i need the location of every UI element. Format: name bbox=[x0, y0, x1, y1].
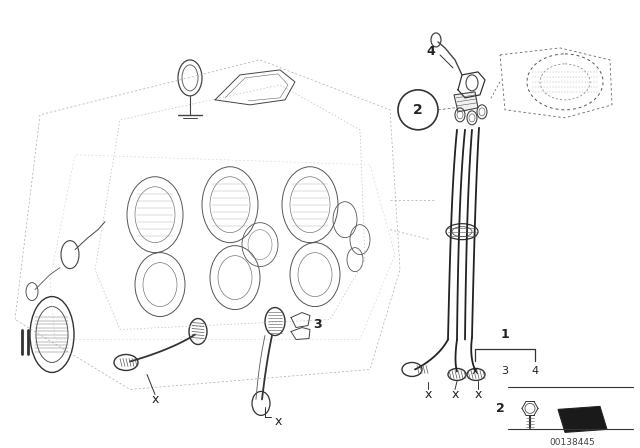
Text: 1: 1 bbox=[500, 328, 509, 341]
Text: 3: 3 bbox=[314, 318, 323, 331]
Polygon shape bbox=[454, 92, 478, 112]
Text: 00138445: 00138445 bbox=[549, 438, 595, 447]
Text: 3: 3 bbox=[502, 366, 509, 376]
Text: x: x bbox=[275, 415, 282, 428]
Text: 4: 4 bbox=[427, 45, 435, 58]
Text: 2: 2 bbox=[495, 402, 504, 415]
Text: x: x bbox=[451, 388, 459, 401]
Text: x: x bbox=[424, 388, 432, 401]
Text: x: x bbox=[474, 388, 482, 401]
Polygon shape bbox=[558, 406, 607, 432]
Text: x: x bbox=[151, 393, 159, 406]
Text: 2: 2 bbox=[413, 103, 423, 117]
Text: x: x bbox=[472, 366, 478, 376]
Text: 4: 4 bbox=[531, 366, 539, 376]
